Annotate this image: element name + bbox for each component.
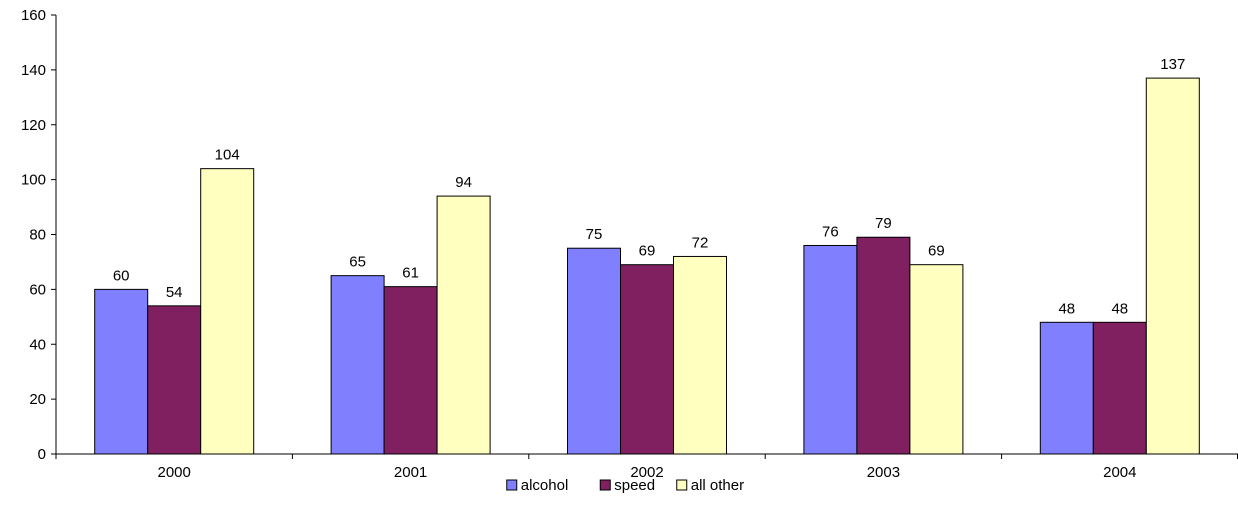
data-label: 75 (586, 226, 603, 243)
data-label: 94 (455, 174, 472, 191)
bar-all-other-2001 (436, 195, 491, 455)
data-label: 137 (1160, 56, 1185, 73)
y-axis: 0 20 40 60 80 100 120 140 160 (21, 7, 57, 463)
y-tick-label: 40 (29, 336, 46, 353)
bar-speed-2002 (620, 264, 674, 455)
legend-swatch-alcohol (506, 479, 518, 491)
data-label: 60 (113, 267, 130, 284)
legend-label-all-other: all other (691, 477, 744, 494)
data-label: 54 (166, 284, 183, 301)
legend-label-speed: speed (614, 477, 655, 494)
y-tick-label: 100 (21, 172, 46, 189)
legend: alcohol speed all other (506, 477, 744, 494)
legend-label-alcohol: alcohol (521, 477, 569, 494)
y-tick-label: 0 (38, 446, 46, 463)
x-tick-label: 2004 (1103, 464, 1136, 481)
bar-all-other-2000 (200, 168, 255, 455)
data-label: 79 (875, 215, 892, 232)
bar-all-other-2004 (1145, 77, 1200, 455)
bar-alcohol-2000 (94, 288, 149, 455)
bar-all-other-2002 (673, 255, 727, 455)
bar-all-other-2003 (909, 264, 964, 455)
bar-speed-2003 (856, 236, 911, 455)
data-label: 48 (1058, 300, 1075, 317)
legend-swatch-speed (599, 479, 611, 491)
bar-speed-2000 (147, 305, 202, 455)
data-label: 48 (1111, 300, 1128, 317)
x-tick-label: 2001 (394, 464, 427, 481)
legend-swatch-all-other (676, 479, 688, 491)
data-label: 104 (215, 147, 240, 164)
x-tick-label: 2000 (158, 464, 191, 481)
x-tick-label: 2002 (630, 464, 663, 481)
y-tick-label: 20 (29, 391, 46, 408)
x-tick-label: 2003 (867, 464, 900, 481)
y-tick-label: 60 (29, 281, 46, 298)
y-tick-label: 160 (21, 7, 46, 24)
bar-alcohol-2001 (330, 275, 385, 455)
data-label: 72 (692, 234, 709, 251)
bar-alcohol-2003 (803, 244, 858, 455)
y-tick-label: 140 (21, 62, 46, 79)
y-tick-label: 80 (29, 227, 46, 244)
data-label: 76 (822, 223, 839, 240)
bar-alcohol-2004 (1039, 321, 1094, 455)
data-label: 65 (349, 254, 366, 271)
bar-alcohol-2002 (567, 247, 621, 455)
bar-speed-2004 (1092, 321, 1147, 455)
data-label: 69 (928, 243, 945, 260)
data-label: 61 (402, 265, 419, 282)
y-tick-label: 120 (21, 117, 46, 134)
bars (94, 77, 1200, 455)
bar-speed-2001 (383, 286, 438, 455)
data-labels: 60 54 104 65 61 94 75 69 72 76 79 69 48 48 137 (113, 56, 1185, 317)
data-label: 69 (639, 243, 656, 260)
